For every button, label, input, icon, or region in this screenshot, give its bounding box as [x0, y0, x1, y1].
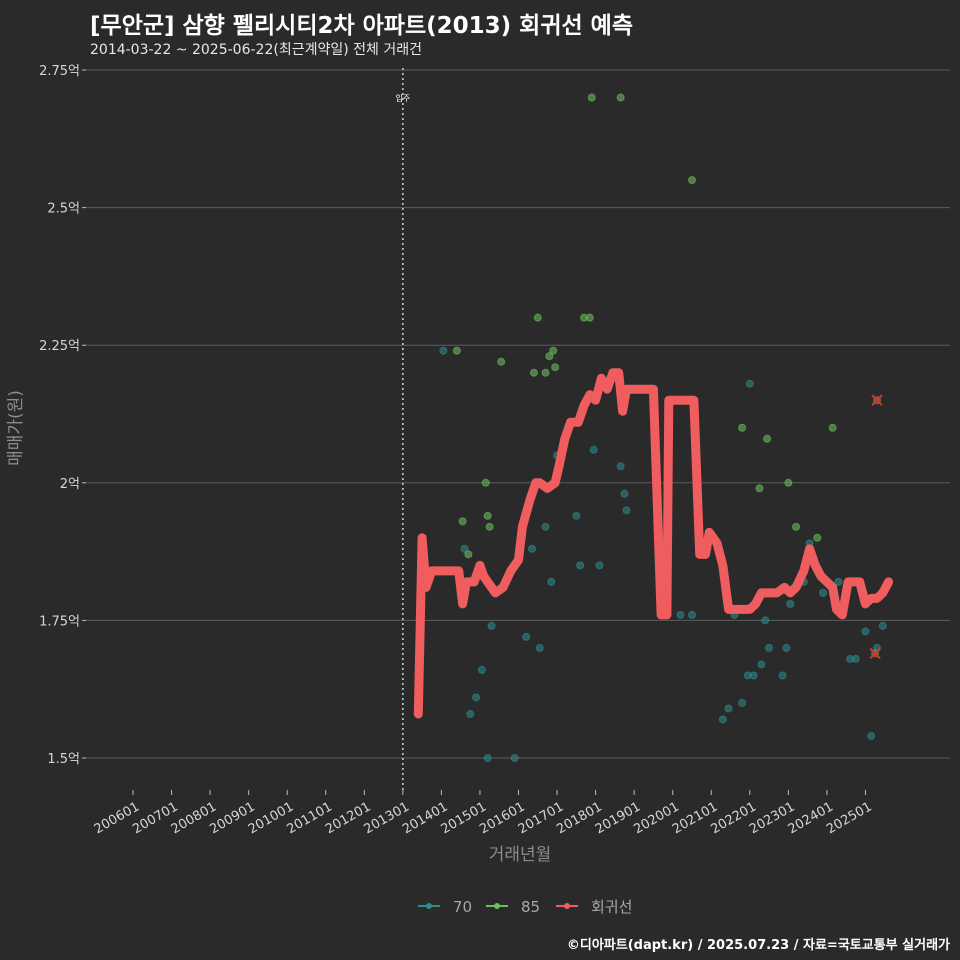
regression-line-group	[413, 368, 894, 719]
point-85	[551, 363, 560, 372]
point-85	[481, 478, 490, 487]
point-70	[778, 671, 787, 680]
point-85	[497, 357, 506, 366]
source-caption: ©디아파트(dapt.kr) / 2025.07.23 / 자료=국토교통부 실…	[566, 938, 950, 953]
y-axis-ticks: 1.5억 1.75억 2억 2.25억 2.5억 2.75억	[39, 64, 86, 767]
point-85	[545, 352, 554, 361]
point-70	[466, 709, 475, 718]
move-in-annotation: 입주	[395, 68, 410, 790]
y-axis-title: 매매가(원)	[6, 390, 26, 466]
move-in-label: 입주	[395, 94, 410, 103]
point-85	[541, 368, 550, 377]
point-70	[622, 506, 631, 515]
prediction-x-marker	[871, 394, 883, 406]
point-85	[529, 368, 538, 377]
point-85	[763, 434, 772, 443]
point-70	[819, 588, 828, 597]
legend-dot-regression	[564, 903, 570, 909]
point-70	[483, 754, 492, 762]
legend-label-70: 70	[453, 898, 472, 916]
point-70	[761, 616, 770, 625]
point-70	[765, 643, 774, 652]
regression-line	[413, 368, 894, 719]
point-85	[458, 517, 467, 526]
chart-title: [무안군] 삼향 펠리시티2차 아파트(2013) 회귀선 예측	[90, 13, 633, 39]
prediction-markers	[869, 394, 883, 660]
y-tick-label: 2억	[60, 477, 80, 492]
point-85	[738, 423, 747, 432]
point-70	[851, 654, 860, 663]
point-70	[472, 693, 481, 702]
point-70	[861, 627, 870, 636]
y-tick-label: 2.5억	[47, 202, 80, 217]
legend-dot-85	[494, 903, 500, 909]
point-85	[483, 511, 492, 520]
legend: 70 85 회귀선	[418, 898, 632, 916]
point-70	[676, 610, 685, 619]
point-85	[585, 313, 594, 322]
legend-dot-70	[426, 903, 432, 909]
point-70	[527, 544, 536, 553]
x-axis-ticks: 2006012007012008012009012010012011012012…	[92, 790, 875, 837]
y-tick-label: 1.75억	[39, 614, 80, 629]
point-70	[718, 715, 727, 724]
point-85	[755, 484, 764, 493]
scatter-points	[439, 93, 887, 762]
point-70	[477, 665, 486, 674]
point-70	[541, 522, 550, 531]
point-85	[533, 313, 542, 322]
y-tick-label: 2.75억	[39, 64, 80, 79]
grid-lines	[86, 69, 950, 759]
point-70	[878, 621, 887, 630]
legend-label-85: 85	[521, 898, 540, 916]
point-70	[738, 698, 747, 707]
point-70	[616, 462, 625, 471]
point-70	[757, 660, 766, 669]
point-85	[828, 423, 837, 432]
point-85	[792, 522, 801, 531]
point-85	[485, 522, 494, 531]
point-70	[576, 561, 585, 570]
point-70	[749, 671, 758, 680]
point-70	[535, 643, 544, 652]
point-70	[867, 731, 876, 740]
x-axis-title: 거래년월	[489, 845, 552, 865]
point-70	[572, 511, 581, 520]
point-85	[549, 346, 558, 355]
point-85	[464, 550, 473, 559]
point-70	[547, 577, 556, 586]
point-85	[587, 93, 596, 102]
point-85	[687, 176, 696, 185]
point-70	[460, 544, 469, 553]
point-70	[782, 643, 791, 652]
point-70	[620, 489, 629, 498]
point-70	[834, 577, 843, 586]
point-70	[595, 561, 604, 570]
point-70	[439, 346, 448, 355]
point-70	[589, 445, 598, 454]
y-tick-label: 1.5억	[47, 752, 80, 767]
point-85	[452, 346, 461, 355]
y-tick-label: 2.25억	[39, 339, 80, 354]
point-70	[510, 754, 519, 762]
point-85	[813, 533, 822, 542]
point-70	[724, 704, 733, 713]
point-70	[786, 599, 795, 608]
prediction-x-marker	[869, 647, 881, 660]
legend-label-regression: 회귀선	[591, 898, 632, 916]
point-70	[487, 621, 496, 630]
chart-subtitle: 2014-03-22 ~ 2025-06-22(최근계약일) 전체 거래건	[90, 42, 422, 58]
point-70	[522, 632, 531, 641]
point-70	[687, 610, 696, 619]
point-85	[616, 93, 625, 102]
point-70	[745, 379, 754, 388]
point-85	[784, 478, 793, 487]
